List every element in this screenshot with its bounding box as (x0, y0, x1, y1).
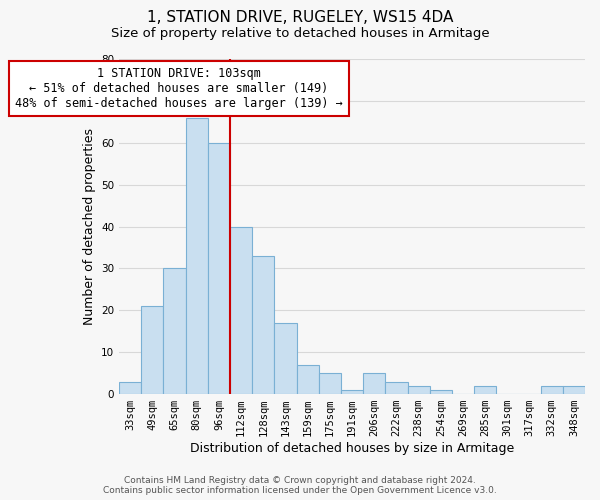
Text: Size of property relative to detached houses in Armitage: Size of property relative to detached ho… (110, 28, 490, 40)
Bar (163, 268, 185, 394)
Text: 1 STATION DRIVE: 103sqm
← 51% of detached houses are smaller (149)
48% of semi-d: 1 STATION DRIVE: 103sqm ← 51% of detache… (15, 68, 343, 110)
Bar (119, 382, 141, 394)
Bar (185, 118, 208, 394)
Bar (141, 306, 163, 394)
Bar (430, 390, 452, 394)
Bar (385, 382, 407, 394)
Text: 1, STATION DRIVE, RUGELEY, WS15 4DA: 1, STATION DRIVE, RUGELEY, WS15 4DA (147, 10, 453, 25)
Bar (341, 390, 363, 394)
Bar (319, 373, 341, 394)
Bar (563, 386, 585, 394)
Bar (541, 386, 563, 394)
Bar (208, 143, 230, 394)
Bar (363, 373, 385, 394)
Y-axis label: Number of detached properties: Number of detached properties (83, 128, 95, 325)
Bar (230, 226, 252, 394)
X-axis label: Distribution of detached houses by size in Armitage: Distribution of detached houses by size … (190, 442, 514, 455)
Bar (474, 386, 496, 394)
Bar (407, 386, 430, 394)
Text: Contains HM Land Registry data © Crown copyright and database right 2024.
Contai: Contains HM Land Registry data © Crown c… (103, 476, 497, 495)
Bar (252, 256, 274, 394)
Bar (296, 365, 319, 394)
Bar (274, 323, 296, 394)
